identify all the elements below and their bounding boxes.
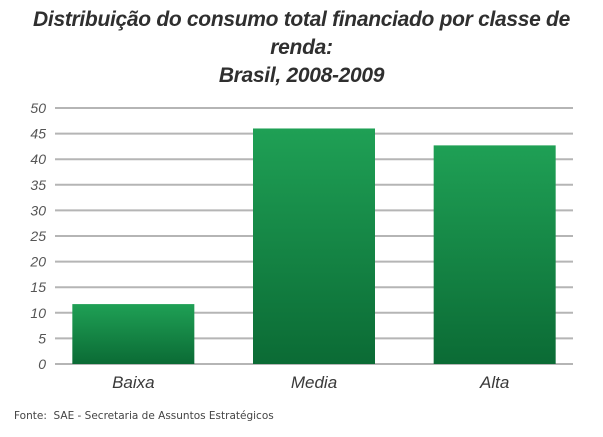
y-tick-label-35: 35	[30, 177, 46, 193]
y-tick-label-40: 40	[30, 151, 46, 167]
chart-title-line-2: Brasil, 2008-2009	[218, 64, 385, 87]
y-tick-label-50: 50	[30, 100, 46, 116]
y-tick-label-10: 10	[30, 305, 46, 321]
y-tick-label-0: 0	[38, 356, 46, 372]
bars	[72, 128, 556, 364]
chart-title: Distribuição do consumo total financiado…	[0, 6, 603, 90]
y-axis-tick-labels: 0 5 10 15 20 25 30 35 40 45 50	[29, 100, 46, 372]
bar-baixa	[72, 304, 195, 364]
y-tick-label-15: 15	[30, 279, 46, 295]
y-tick-label-45: 45	[30, 126, 46, 142]
bar-media	[253, 128, 375, 364]
y-tick-label-20: 20	[29, 254, 46, 270]
bar-alta	[433, 145, 556, 364]
x-category-label-media: Media	[291, 373, 337, 392]
y-tick-label-30: 30	[30, 202, 46, 218]
source-note: Fonte: SAE - Secretaria de Assuntos Estr…	[14, 410, 274, 422]
y-tick-label-25: 25	[29, 228, 46, 244]
y-tick-label-5: 5	[38, 330, 46, 346]
x-category-label-alta: Alta	[479, 373, 509, 392]
x-category-label-baixa: Baixa	[112, 373, 155, 392]
x-axis-category-labels: Baixa Media Alta	[112, 373, 509, 392]
chart-title-line-1: Distribuição do consumo total financiado…	[33, 8, 570, 59]
